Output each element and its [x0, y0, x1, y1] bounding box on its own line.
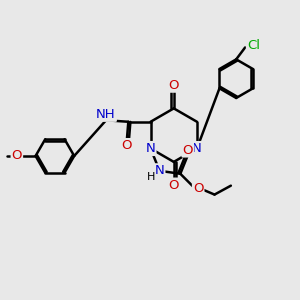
Text: O: O: [193, 182, 203, 195]
Text: N: N: [192, 142, 202, 155]
Text: H: H: [146, 172, 155, 182]
Text: N: N: [155, 164, 164, 177]
Text: O: O: [12, 149, 22, 162]
Text: O: O: [122, 139, 132, 152]
Text: Cl: Cl: [247, 40, 260, 52]
Text: O: O: [169, 178, 179, 192]
Text: NH: NH: [96, 108, 116, 121]
Text: O: O: [182, 143, 193, 157]
Text: O: O: [169, 79, 179, 92]
Text: N: N: [146, 142, 155, 155]
